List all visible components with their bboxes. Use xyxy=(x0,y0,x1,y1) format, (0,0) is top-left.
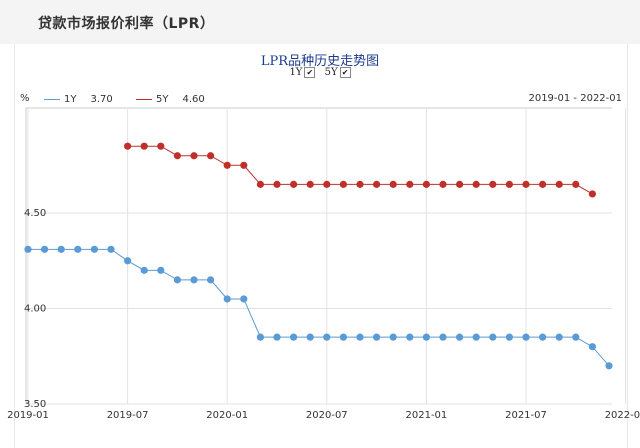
data-point-5y xyxy=(223,161,231,169)
toggle-1y-label: 1Y xyxy=(289,67,303,78)
data-point-1y xyxy=(456,333,464,341)
toggle-1y-checkbox[interactable]: ✔ xyxy=(304,67,316,78)
data-point-1y xyxy=(356,333,364,341)
data-point-1y xyxy=(24,245,32,253)
data-point-1y xyxy=(472,333,480,341)
data-point-5y xyxy=(356,180,364,188)
x-tick-label: 2021-01 xyxy=(406,410,448,421)
data-point-1y xyxy=(373,333,381,341)
data-point-1y xyxy=(41,245,49,253)
data-point-1y xyxy=(588,343,597,351)
legend-swatch-5y xyxy=(136,99,152,100)
legend-value-1y: 3.70 xyxy=(90,94,113,105)
data-point-5y xyxy=(456,180,464,188)
data-point-5y xyxy=(207,152,215,160)
data-point-5y xyxy=(157,142,165,150)
data-point-1y xyxy=(256,333,264,341)
legend-value-5y: 4.60 xyxy=(182,94,205,105)
x-tick-label: 2020-01 xyxy=(206,410,248,421)
data-point-1y xyxy=(240,295,248,303)
toggle-5y-checkbox[interactable]: ✔ xyxy=(339,67,351,78)
data-point-5y xyxy=(273,180,281,188)
data-point-5y xyxy=(240,161,248,169)
page-title: 贷款市场报价利率（LPR） xyxy=(38,16,215,32)
data-point-5y xyxy=(422,180,430,188)
data-point-1y xyxy=(339,333,347,341)
data-point-1y xyxy=(157,266,165,274)
data-point-1y xyxy=(223,295,231,303)
page-header: 贷款市场报价利率（LPR） xyxy=(0,0,640,44)
data-point-5y xyxy=(555,180,563,188)
toggle-1y[interactable]: 1Y ✔ xyxy=(289,67,316,78)
x-tick-label: 2021-07 xyxy=(505,410,547,421)
x-tick-label: 2020-07 xyxy=(306,410,348,421)
data-point-5y xyxy=(190,152,198,160)
data-point-1y xyxy=(74,245,82,253)
legend-name-1y: 1Y xyxy=(64,94,77,105)
data-point-1y xyxy=(190,276,198,284)
data-point-1y xyxy=(273,333,281,341)
data-point-5y xyxy=(373,180,381,188)
legend-item-1y: 1Y 3.70 xyxy=(44,94,113,105)
data-point-1y xyxy=(323,333,331,341)
data-point-1y xyxy=(140,266,148,274)
data-point-1y xyxy=(539,333,547,341)
x-tick-label: 2022-01 xyxy=(605,410,640,421)
chart-title: LPR品种历史走势图 xyxy=(260,54,380,69)
data-point-1y xyxy=(522,333,530,341)
data-point-1y xyxy=(406,333,414,341)
data-point-5y xyxy=(140,142,148,150)
data-point-5y xyxy=(522,180,530,188)
toggle-5y[interactable]: 5Y ✔ xyxy=(325,67,351,78)
data-point-5y xyxy=(256,180,264,188)
data-point-5y xyxy=(173,152,181,160)
data-point-5y xyxy=(290,180,298,188)
data-point-5y xyxy=(472,180,480,188)
data-point-1y xyxy=(207,276,215,284)
date-range-label: 2019-01 - 2022-01 xyxy=(528,93,622,104)
data-point-1y xyxy=(505,333,513,341)
series-toggles: 1Y ✔ 5Y ✔ xyxy=(0,67,640,78)
data-point-1y xyxy=(605,362,613,370)
data-point-5y xyxy=(323,180,331,188)
x-tick-label: 2019-07 xyxy=(107,410,149,421)
x-tick-label: 2019-01 xyxy=(7,410,49,421)
data-point-1y xyxy=(57,245,65,253)
data-point-5y xyxy=(389,180,397,188)
data-point-1y xyxy=(290,333,298,341)
series-line-1y xyxy=(28,248,610,367)
data-point-1y xyxy=(107,245,115,253)
data-point-5y xyxy=(339,180,347,188)
data-point-1y xyxy=(124,257,132,265)
y-tick-label: 4.00 xyxy=(24,304,46,315)
data-point-1y xyxy=(306,333,314,341)
legend-item-5y: 5Y 4.60 xyxy=(136,94,205,105)
data-point-1y xyxy=(439,333,447,341)
data-point-5y xyxy=(588,190,597,198)
y-tick-label: 4.50 xyxy=(24,208,46,219)
y-unit-label: % xyxy=(20,93,30,104)
data-point-5y xyxy=(124,142,132,150)
data-point-5y xyxy=(539,180,547,188)
data-point-5y xyxy=(572,180,580,188)
data-point-5y xyxy=(505,180,513,188)
data-point-1y xyxy=(389,333,397,341)
legend-swatch-1y xyxy=(44,99,60,100)
data-point-1y xyxy=(572,333,580,341)
data-point-5y xyxy=(489,180,497,188)
data-point-1y xyxy=(173,276,181,284)
toggle-5y-label: 5Y xyxy=(324,67,338,78)
data-point-1y xyxy=(422,333,430,341)
data-point-5y xyxy=(439,180,447,188)
legend-name-5y: 5Y xyxy=(156,94,169,105)
data-point-5y xyxy=(406,180,414,188)
data-point-1y xyxy=(90,245,98,253)
y-tick-label: 3.50 xyxy=(24,399,46,410)
data-point-5y xyxy=(306,180,314,188)
data-point-1y xyxy=(489,333,497,341)
data-point-1y xyxy=(555,333,563,341)
